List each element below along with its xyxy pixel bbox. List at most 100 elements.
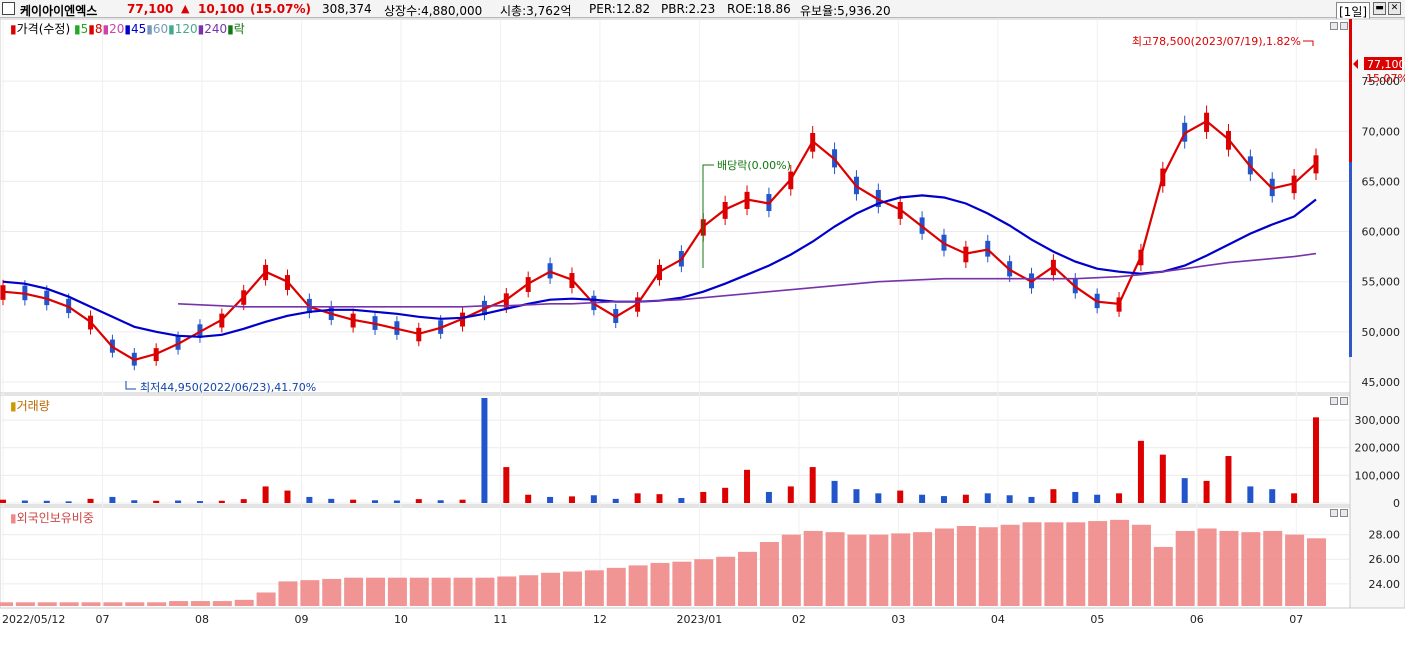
legend-ma-240-icon: ▮ xyxy=(197,22,205,36)
close-icon[interactable]: ✕ xyxy=(1388,2,1401,15)
foreign-ratio-bar xyxy=(1131,524,1151,606)
foreign-ratio-bar xyxy=(475,577,495,606)
foreign-ratio-bar xyxy=(628,565,648,606)
up-arrow-icon: ▲ xyxy=(181,2,190,15)
foreign-ratio-bar xyxy=(125,602,145,606)
foreign-ratio-bar xyxy=(278,581,298,606)
volume-bar xyxy=(875,493,882,503)
select-checkbox[interactable] xyxy=(2,2,15,15)
x-axis-label: 05 xyxy=(1090,613,1104,626)
price-panel-close-icon[interactable] xyxy=(1340,22,1348,30)
foreign-ratio-bar xyxy=(169,601,189,606)
volume-bar xyxy=(1006,495,1013,503)
volume-bar xyxy=(809,467,816,503)
price-axis-tick: 55,000 xyxy=(1362,276,1401,289)
foreign-ratio-bar xyxy=(869,534,889,606)
foreign-ratio-bar xyxy=(366,577,386,606)
price-panel-minimize-icon[interactable] xyxy=(1330,22,1338,30)
foreign-ratio-bar xyxy=(1307,538,1326,606)
volume-bar xyxy=(240,499,247,503)
volume-bar xyxy=(393,500,400,503)
volume-bar xyxy=(109,496,116,503)
foreign-ratio-bar xyxy=(650,562,670,606)
foreign-ratio-bar xyxy=(59,602,79,606)
volume-bar xyxy=(1181,478,1188,503)
foreign-ratio-bar xyxy=(519,575,539,606)
volume-bar xyxy=(1225,456,1232,503)
reserve-ratio: 유보율:5,936.20 xyxy=(800,4,891,18)
foreign-title: ▮외국인보유비중 xyxy=(10,511,94,525)
foreign-ratio-bar xyxy=(1241,532,1261,606)
dividend-pointer-icon xyxy=(702,164,714,268)
volume-panel-close-icon[interactable] xyxy=(1340,397,1348,405)
volume-bar xyxy=(1269,489,1276,503)
x-axis-label: 04 xyxy=(991,613,1005,626)
minimize-icon[interactable]: ▬ xyxy=(1373,2,1386,15)
legend-marker-icon: ▮ xyxy=(10,22,17,36)
volume-bar xyxy=(87,498,94,503)
x-axis-label: 2022/05/12 xyxy=(2,613,65,626)
volume-bar xyxy=(612,498,619,503)
x-axis-label: 2023/01 xyxy=(677,613,723,626)
volume-axis-tick: 300,000 xyxy=(1355,414,1401,427)
x-axis-label: 10 xyxy=(394,613,408,626)
foreign-ratio-bar xyxy=(1066,522,1086,606)
volume-bar xyxy=(765,491,772,503)
foreign-ratio-bar xyxy=(322,578,342,606)
x-axis-label: 02 xyxy=(792,613,806,626)
volume-bar xyxy=(503,467,510,503)
price-change-pct: (15.07%) xyxy=(250,2,311,16)
volume-bar xyxy=(306,496,313,503)
legend-ma-45-icon: ▮ xyxy=(124,22,131,36)
price-axis-tick: 65,000 xyxy=(1362,175,1401,188)
foreign-ratio-bar xyxy=(978,527,998,606)
foreign-panel-close-icon[interactable] xyxy=(1340,509,1348,517)
foreign-ratio-bar xyxy=(453,577,473,606)
volume-bar xyxy=(481,398,488,503)
volume-bar xyxy=(590,495,597,503)
legend-ma-60: 60 xyxy=(152,22,169,36)
volume-bar xyxy=(525,494,532,503)
volume-bar xyxy=(831,480,838,503)
volume-bar xyxy=(568,496,575,503)
foreign-panel-minimize-icon[interactable] xyxy=(1330,509,1338,517)
volume-bar xyxy=(328,498,335,503)
foreign-ratio-bar xyxy=(1088,521,1108,606)
foreign-ratio-bar xyxy=(344,577,364,606)
price-change: 10,100 xyxy=(198,2,245,16)
legend-ma-5-icon: ▮ xyxy=(73,22,81,36)
last-pct-tag: 15.07% xyxy=(1366,72,1405,85)
legend-ma-120-icon: ▮ xyxy=(168,22,175,36)
volume-panel-minimize-icon[interactable] xyxy=(1330,397,1338,405)
pbr-value: PBR:2.23 xyxy=(661,2,716,16)
foreign-ratio-bar xyxy=(847,534,867,606)
volume-bar xyxy=(284,490,291,503)
stock-name: 케이아이엔엑스 xyxy=(20,4,98,18)
high-annotation: 최고78,500(2023/07/19),1.82% xyxy=(1132,35,1301,48)
x-axis-label: 09 xyxy=(294,613,308,626)
price-range-bar-down xyxy=(1349,162,1352,357)
foreign-ratio-bar xyxy=(825,532,845,606)
foreign-ratio-bar xyxy=(672,561,692,606)
legend-ma-20-icon: ▮ xyxy=(102,22,110,36)
foreign-ratio-bar xyxy=(738,551,758,606)
volume-bar xyxy=(700,491,707,503)
x-axis-label: 07 xyxy=(1289,613,1303,626)
trade-volume: 308,374 xyxy=(322,2,372,16)
volume-bar xyxy=(21,500,28,503)
foreign-ratio-bar xyxy=(1285,534,1305,606)
price-axis-tick: 45,000 xyxy=(1362,376,1401,389)
y-axis-area xyxy=(1349,18,1405,609)
volume-bar xyxy=(1313,417,1319,503)
volume-bar xyxy=(1028,496,1035,503)
current-price: 77,100 xyxy=(127,2,174,16)
foreign-ratio-bar xyxy=(103,602,123,606)
volume-bar xyxy=(437,500,444,503)
x-axis-label: 12 xyxy=(593,613,607,626)
x-axis-label: 08 xyxy=(195,613,209,626)
legend-ma-8: 8 xyxy=(94,22,103,36)
volume-bar xyxy=(1072,491,1079,503)
low-pointer-icon xyxy=(125,381,136,390)
x-axis-label: 11 xyxy=(493,613,507,626)
